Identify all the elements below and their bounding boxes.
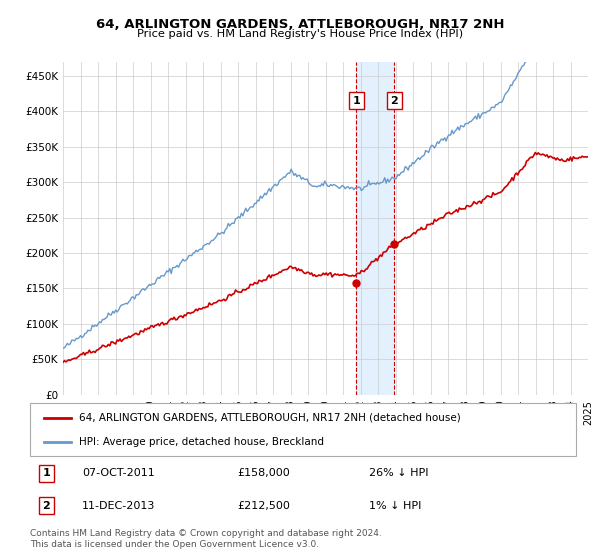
Bar [356,62,394,395]
Text: 07-OCT-2011: 07-OCT-2011 [82,468,155,478]
Text: 64, ARLINGTON GARDENS, ATTLEBOROUGH, NR17 2NH (detached house): 64, ARLINGTON GARDENS, ATTLEBOROUGH, NR1… [79,413,461,423]
Text: 1: 1 [353,96,361,106]
Text: £158,000: £158,000 [238,468,290,478]
Text: Price paid vs. HM Land Registry's House Price Index (HPI): Price paid vs. HM Land Registry's House … [137,29,463,39]
Text: Contains HM Land Registry data © Crown copyright and database right 2024.
This d: Contains HM Land Registry data © Crown c… [30,529,382,549]
Text: 1% ↓ HPI: 1% ↓ HPI [368,501,421,511]
Text: 1: 1 [43,468,50,478]
Text: £212,500: £212,500 [238,501,290,511]
Text: 26% ↓ HPI: 26% ↓ HPI [368,468,428,478]
Text: 64, ARLINGTON GARDENS, ATTLEBOROUGH, NR17 2NH: 64, ARLINGTON GARDENS, ATTLEBOROUGH, NR1… [96,18,504,31]
FancyBboxPatch shape [30,403,576,456]
Text: HPI: Average price, detached house, Breckland: HPI: Average price, detached house, Brec… [79,437,324,447]
Text: 2: 2 [43,501,50,511]
Text: 11-DEC-2013: 11-DEC-2013 [82,501,155,511]
Text: 2: 2 [391,96,398,106]
